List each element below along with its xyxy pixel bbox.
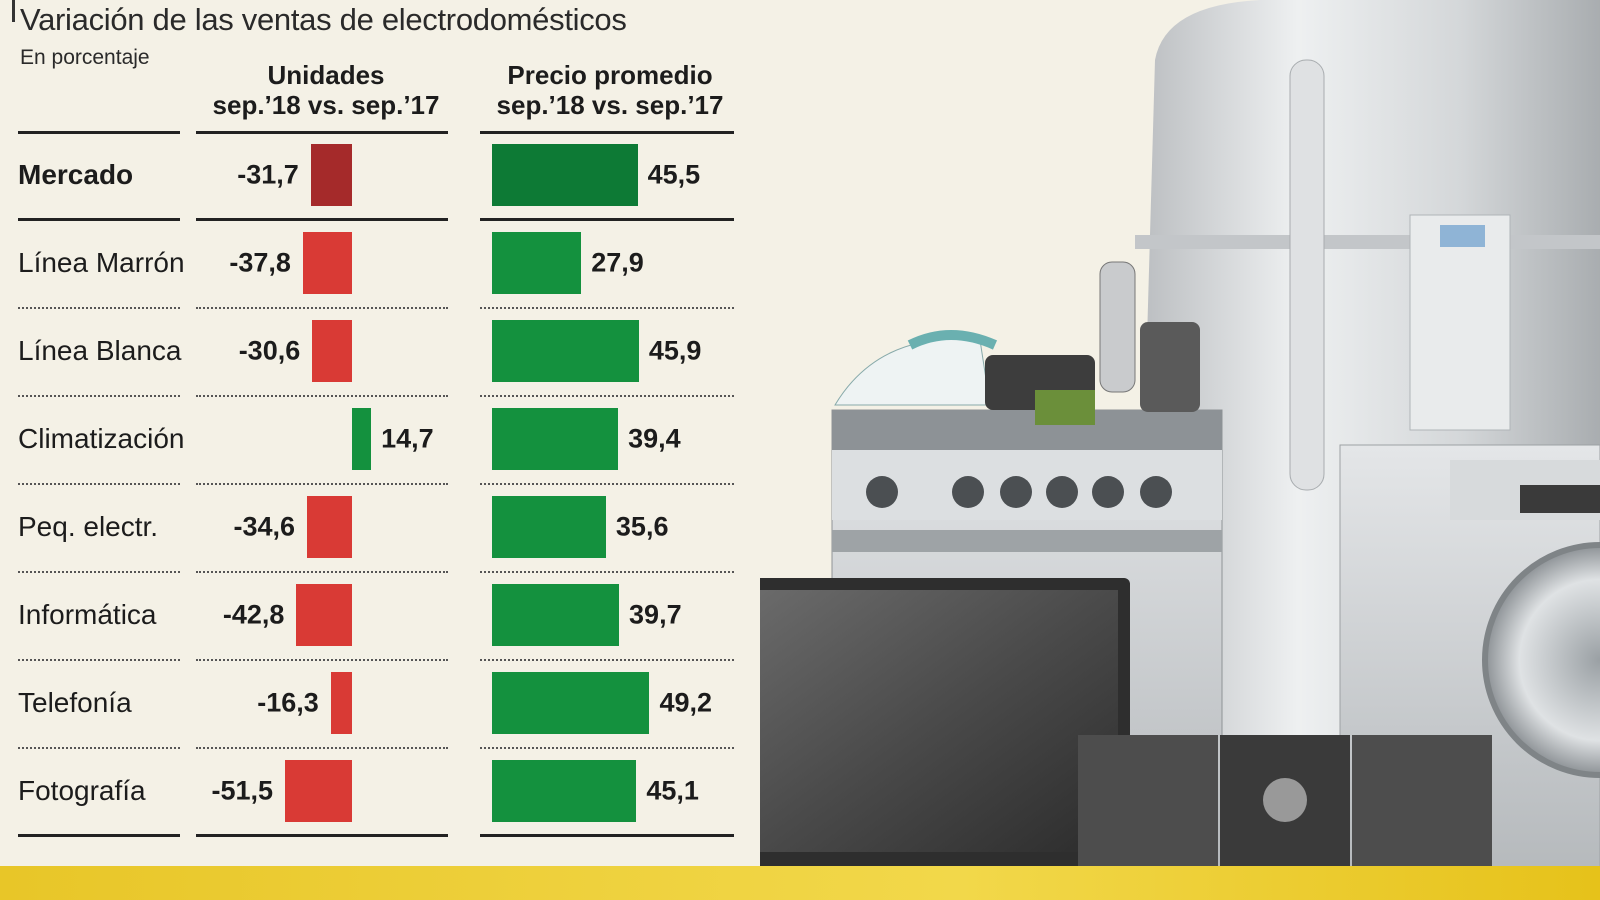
bottom-accent-band bbox=[0, 866, 1600, 900]
category-label: Fotografía bbox=[18, 775, 146, 806]
header-rule-label bbox=[18, 131, 180, 134]
category-label: Línea Marrón bbox=[18, 247, 185, 278]
category-label: Telefonía bbox=[18, 687, 132, 718]
price-bar bbox=[492, 760, 637, 822]
price-bar bbox=[492, 320, 639, 382]
price-bar bbox=[492, 496, 606, 558]
cordless-phone-icon bbox=[1099, 261, 1200, 412]
price-column-header: Precio promedio sep.’18 vs. sep.’17 bbox=[480, 60, 740, 120]
price-header-line1: Precio promedio bbox=[507, 60, 713, 90]
title-accent-bar bbox=[12, 0, 15, 22]
row-divider-price bbox=[480, 571, 734, 573]
units-value-label: -31,7 bbox=[237, 159, 299, 190]
television-icon bbox=[760, 578, 1130, 868]
price-value-label: 35,6 bbox=[615, 511, 669, 542]
units-header-line2: sep.’18 vs. sep.’17 bbox=[212, 90, 440, 120]
category-label: Informática bbox=[18, 599, 157, 630]
units-bar bbox=[302, 232, 352, 294]
row-divider-units bbox=[196, 747, 448, 749]
category-label: Mercado bbox=[18, 159, 134, 190]
bottom-rule-label bbox=[18, 834, 180, 837]
row-divider-price bbox=[480, 483, 734, 485]
units-header-line1: Unidades bbox=[267, 60, 385, 90]
units-column-header: Unidades sep.’18 vs. sep.’17 bbox=[196, 60, 456, 120]
row-divider-units bbox=[196, 483, 448, 485]
row-rule-price bbox=[480, 218, 734, 221]
header-rule-price bbox=[480, 131, 734, 134]
row-divider-label bbox=[18, 747, 180, 749]
units-value-label: -34,6 bbox=[233, 511, 296, 542]
units-value-label: -42,8 bbox=[222, 599, 285, 630]
price-bar bbox=[492, 672, 650, 734]
price-bar bbox=[492, 584, 620, 646]
price-value-label: 45,1 bbox=[646, 775, 699, 806]
header-rule-units bbox=[196, 131, 448, 134]
row-divider-label bbox=[18, 483, 180, 485]
units-value-label: -16,3 bbox=[257, 687, 319, 718]
row-divider-units bbox=[196, 659, 448, 661]
units-bar bbox=[307, 496, 352, 558]
row-divider-price bbox=[480, 747, 734, 749]
row-divider-label bbox=[18, 571, 180, 573]
row-divider-label bbox=[18, 395, 180, 397]
category-label: Línea Blanca bbox=[18, 335, 182, 366]
row-divider-label bbox=[18, 307, 180, 309]
row-divider-label bbox=[18, 659, 180, 661]
price-header-line2: sep.’18 vs. sep.’17 bbox=[496, 90, 724, 120]
row-rule-label bbox=[18, 218, 180, 221]
chart-subtitle: En porcentaje bbox=[20, 46, 150, 69]
price-value-label: 45,5 bbox=[647, 159, 701, 190]
row-divider-price bbox=[480, 395, 734, 397]
row-divider-units bbox=[196, 571, 448, 573]
units-bar bbox=[352, 408, 372, 470]
price-bar bbox=[492, 144, 638, 206]
price-value-label: 27,9 bbox=[591, 247, 644, 278]
price-value-label: 45,9 bbox=[648, 335, 702, 366]
row-divider-units bbox=[196, 307, 448, 309]
bottom-rule-units bbox=[196, 834, 448, 837]
camcorder-icon bbox=[985, 355, 1095, 425]
price-bar bbox=[492, 232, 582, 294]
appliances-illustration bbox=[760, 0, 1600, 895]
iron-icon bbox=[834, 330, 998, 406]
row-divider-price bbox=[480, 659, 734, 661]
units-bar bbox=[330, 672, 352, 734]
category-label: Peq. electr. bbox=[18, 511, 159, 542]
units-bar bbox=[312, 320, 352, 382]
price-value-label: 39,7 bbox=[629, 599, 682, 630]
row-divider-units bbox=[196, 395, 448, 397]
row-divider-price bbox=[480, 307, 734, 309]
units-bar bbox=[285, 760, 352, 822]
units-bar bbox=[310, 144, 352, 206]
units-value-label: -51,5 bbox=[211, 775, 274, 806]
units-value-label: -37,8 bbox=[229, 247, 291, 278]
price-value-label: 49,2 bbox=[659, 687, 712, 718]
bottom-rule-price bbox=[480, 834, 734, 837]
units-value-label: 14,7 bbox=[381, 423, 434, 454]
units-value-label: -30,6 bbox=[238, 335, 301, 366]
row-rule-units bbox=[196, 218, 448, 221]
price-value-label: 39,4 bbox=[628, 423, 681, 454]
price-bar bbox=[492, 408, 619, 470]
category-label: Climatización bbox=[18, 423, 185, 454]
units-bar bbox=[296, 584, 352, 646]
chart-title: Variación de las ventas de electrodomést… bbox=[20, 2, 627, 37]
